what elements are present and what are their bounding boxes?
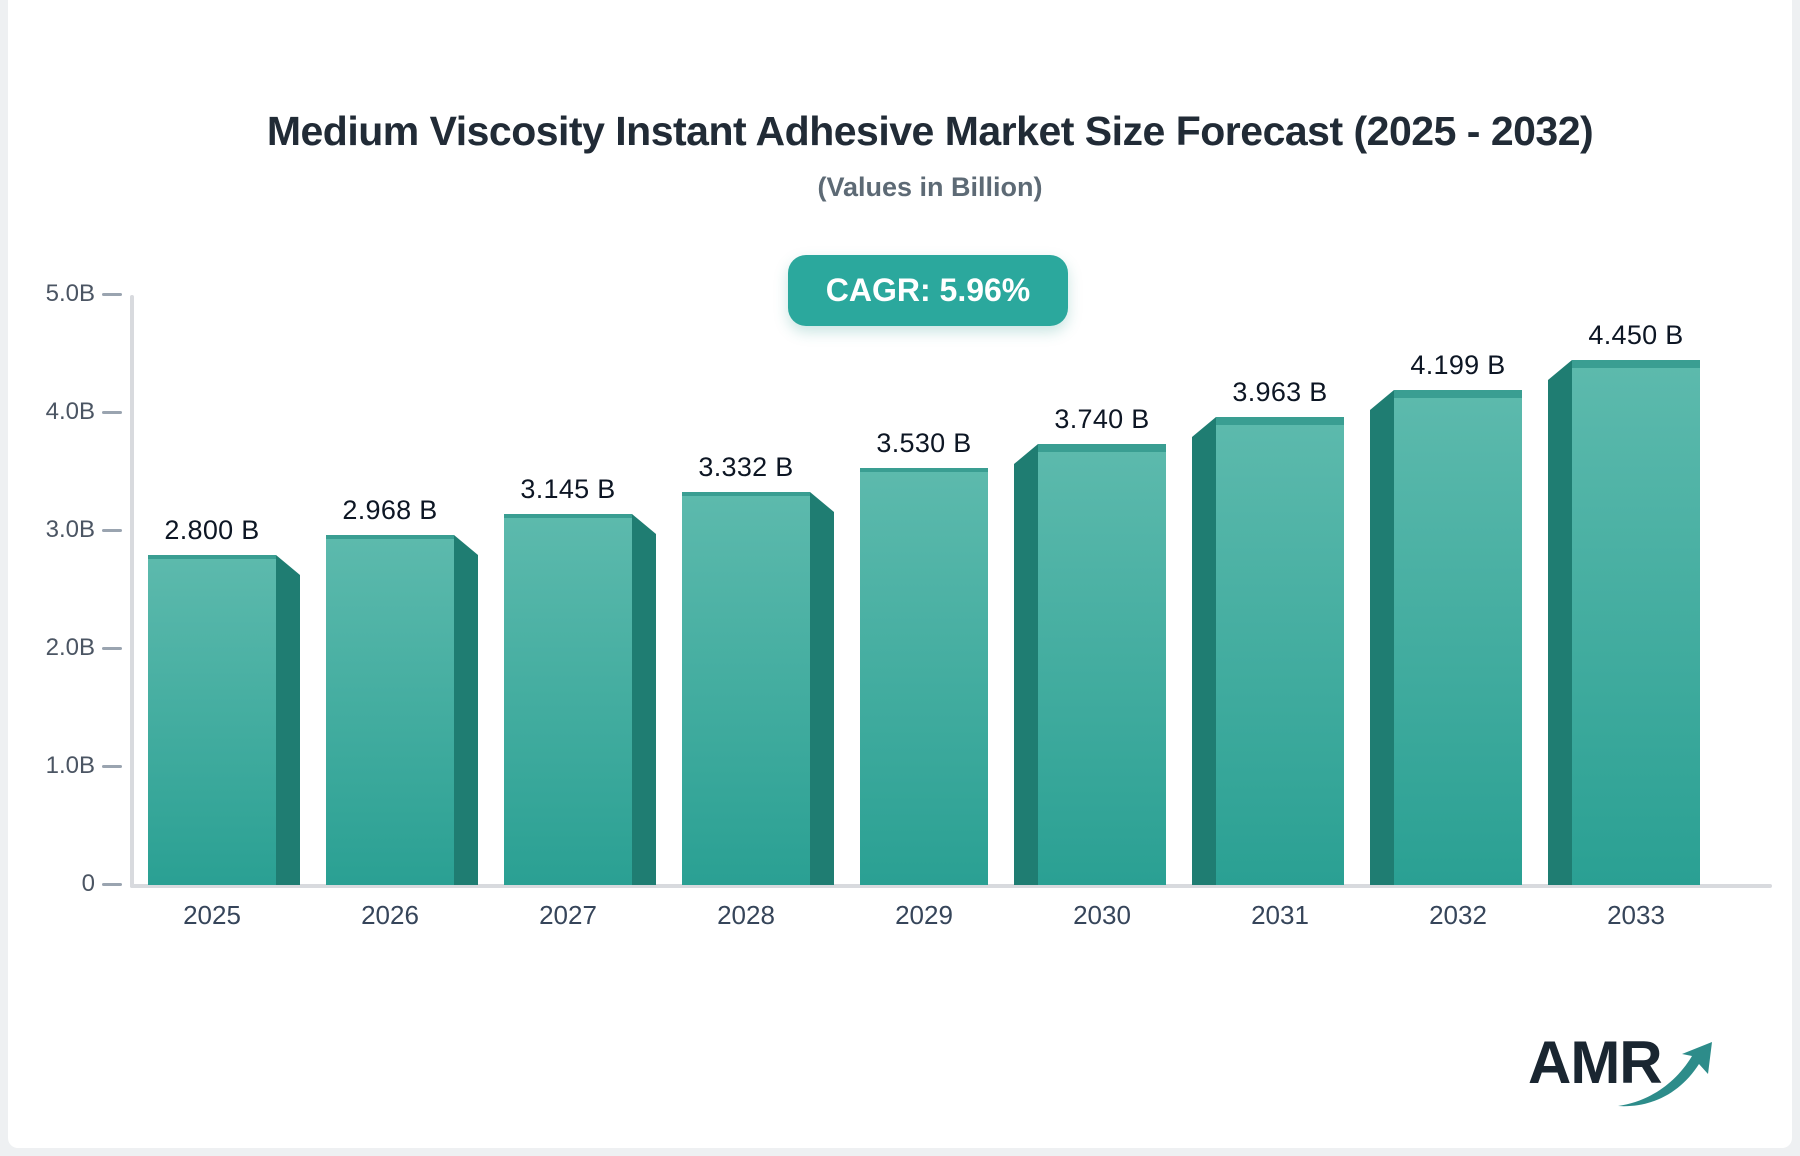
y-axis-tick-label: 3.0B [45,516,95,543]
bar-2031 [1216,417,1344,885]
bar-side-panel [1192,417,1216,885]
bar-value-label: 3.740 B [1054,404,1150,434]
bar-2029 [860,468,988,885]
cagr-badge-label: CAGR: 5.96% [825,272,1031,308]
bar-top-band [860,468,988,472]
bar-value-label: 4.450 B [1588,320,1684,350]
x-axis-category-label: 2033 [1607,900,1665,930]
x-axis-category-label: 2027 [539,900,597,930]
bar-top-band [1216,417,1344,425]
x-axis-category-label: 2025 [183,900,241,930]
y-axis-tick-label: 0 [81,870,95,897]
cagr-badge: CAGR: 5.96% [788,255,1068,326]
bar-side-panel [1014,444,1038,885]
bar-2026 [326,535,454,885]
bar-side-panel [810,492,834,885]
y-axis-tick [102,883,122,886]
bar-2030 [1038,444,1166,885]
bar-side-panel [632,514,656,885]
y-axis-tick [102,529,122,532]
y-axis-tick [102,765,122,768]
bar-side-panel [1370,390,1394,885]
bar-2025 [148,555,276,885]
bar-top-band [148,555,276,559]
chart-subtitle: (Values in Billion) [817,172,1043,202]
y-axis-line [130,295,134,888]
bar-value-label: 4.199 B [1410,350,1506,380]
bar-side-panel [454,535,478,885]
chart-title: Medium Viscosity Instant Adhesive Market… [266,108,1594,154]
bar-side-panel [276,555,300,885]
bar-top-band [504,514,632,518]
bar-top-band [1038,444,1166,452]
y-axis-tick-label: 1.0B [45,752,95,779]
bar-2032 [1394,390,1522,885]
bar-2028 [682,492,810,885]
bar-top-band [682,492,810,496]
x-axis-category-label: 2028 [717,900,775,930]
x-axis-category-label: 2031 [1251,900,1309,930]
bar-value-label: 3.963 B [1232,377,1328,407]
bar-2033 [1572,360,1700,885]
bar-top-band [326,535,454,539]
bar-value-label: 2.800 B [164,515,260,545]
y-axis-tick [102,647,122,650]
growth-arrow-icon [1618,1042,1712,1107]
x-axis-line [130,884,1772,888]
y-axis-tick-label: 4.0B [45,398,95,425]
x-axis-category-label: 2029 [895,900,953,930]
bar-value-label: 3.145 B [520,474,616,504]
bar-value-label: 3.530 B [876,428,972,458]
bar-2027 [504,514,632,885]
bar-side-panel [1548,360,1572,885]
y-axis-tick [102,293,122,296]
y-axis-tick-label: 2.0B [45,634,95,661]
bar-value-label: 3.332 B [698,452,794,482]
amr-logo: AMR [1528,1028,1728,1118]
bar-value-label: 2.968 B [342,495,438,525]
y-axis-tick-label: 5.0B [45,280,95,307]
bar-top-band [1572,360,1700,368]
x-axis-category-label: 2030 [1073,900,1131,930]
bar-top-band [1394,390,1522,398]
x-axis-category-label: 2026 [361,900,419,930]
y-axis-tick [102,411,122,414]
amr-logo-text: AMR [1528,1029,1663,1096]
x-axis-category-label: 2032 [1429,900,1487,930]
